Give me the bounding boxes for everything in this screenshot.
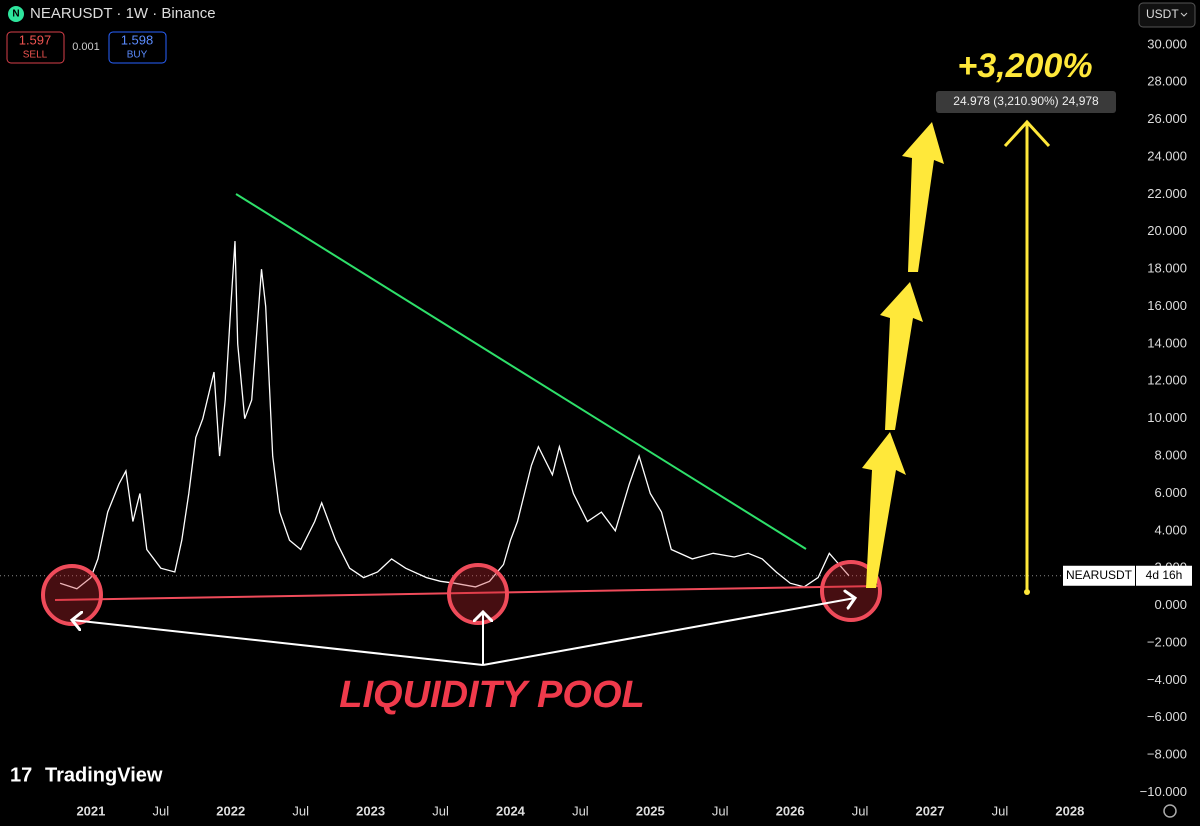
x-tick-label: Jul — [852, 803, 869, 818]
x-tick-label: Jul — [432, 803, 449, 818]
measure-foot — [1024, 589, 1030, 595]
price-line — [59, 241, 850, 590]
buy-label: BUY — [127, 50, 148, 61]
logo: TradingView — [45, 764, 163, 786]
currency: USDT — [1146, 7, 1179, 21]
y-tick-label: 6.000 — [1154, 485, 1187, 500]
sell-label: SELL — [23, 50, 48, 61]
y-tick-label: 24.000 — [1147, 148, 1187, 163]
y-tick-label: 12.000 — [1147, 373, 1187, 388]
target-arrows — [862, 122, 944, 588]
dropdown-caret — [1180, 12, 1188, 17]
y-tick-label: 8.000 — [1154, 448, 1187, 463]
symbol-icon — [8, 6, 24, 22]
buy-button[interactable] — [108, 31, 167, 64]
liquidity-label: LIQUIDITY POOL — [339, 674, 644, 716]
y-tick-label: 22.000 — [1147, 186, 1187, 201]
y-tick-label: 26.000 — [1147, 111, 1187, 126]
symbol-title: NEARUSDT · 1W · Binance — [30, 5, 216, 22]
countdown: 4d 16h — [1146, 568, 1183, 582]
currency-select[interactable] — [1138, 2, 1196, 28]
countdown-tag — [1136, 565, 1192, 586]
x-tick-label: 2026 — [776, 803, 805, 818]
x-tick-label: 2021 — [76, 803, 105, 818]
measure-head — [1003, 119, 1051, 148]
sell-button[interactable] — [6, 31, 65, 64]
x-tick-label: 2023 — [356, 803, 385, 818]
x-tick-label: Jul — [992, 803, 1009, 818]
trend-line — [235, 193, 807, 550]
y-tick-label: 0.000 — [1154, 597, 1187, 612]
x-tick-label: 2022 — [216, 803, 245, 818]
liquidity-circle — [41, 564, 103, 626]
spread: 0.001 — [72, 41, 100, 53]
x-tick-label: 2025 — [636, 803, 665, 818]
measure-label: 24.978 (3,210.90%) 24,978 — [953, 94, 1099, 108]
last-price-tag — [1063, 565, 1135, 586]
y-tick-label: 14.000 — [1147, 335, 1187, 350]
y-tick-label: 30.000 — [1147, 36, 1187, 51]
y-tick-label: −8.000 — [1147, 747, 1187, 762]
y-tick-label: −10.000 — [1140, 784, 1187, 799]
y-tick-label: −4.000 — [1147, 672, 1187, 687]
x-tick-label: 2028 — [1055, 803, 1084, 818]
x-tick-label: Jul — [712, 803, 729, 818]
pointer-arrows — [72, 598, 855, 666]
x-tick-label: Jul — [572, 803, 589, 818]
logo-mark: 17 — [10, 764, 32, 786]
x-tick-label: 2027 — [916, 803, 945, 818]
y-tick-label: 18.000 — [1147, 261, 1187, 276]
x-tick-label: Jul — [292, 803, 309, 818]
measure-box — [936, 91, 1116, 113]
y-tick-label: 28.000 — [1147, 74, 1187, 89]
symbol-icon-letter: N — [12, 9, 19, 20]
liquidity-circle — [447, 563, 509, 625]
y-tick-label: 4.000 — [1154, 522, 1187, 537]
y-tick-label: 10.000 — [1147, 410, 1187, 425]
support-line — [54, 585, 881, 601]
sell-price: 1.597 — [19, 32, 52, 47]
y-tick-label: −6.000 — [1147, 709, 1187, 724]
y-tick-label: 20.000 — [1147, 223, 1187, 238]
x-tick-label: 2024 — [496, 803, 526, 818]
last-price-symbol: NEARUSDT — [1066, 568, 1133, 582]
y-tick-label: 16.000 — [1147, 298, 1187, 313]
x-tick-label: Jul — [153, 803, 170, 818]
buy-price: 1.598 — [121, 32, 154, 47]
settings-icon[interactable] — [1163, 804, 1177, 818]
y-tick-label: −2.000 — [1147, 634, 1187, 649]
gain-label: +3,200% — [957, 47, 1092, 85]
